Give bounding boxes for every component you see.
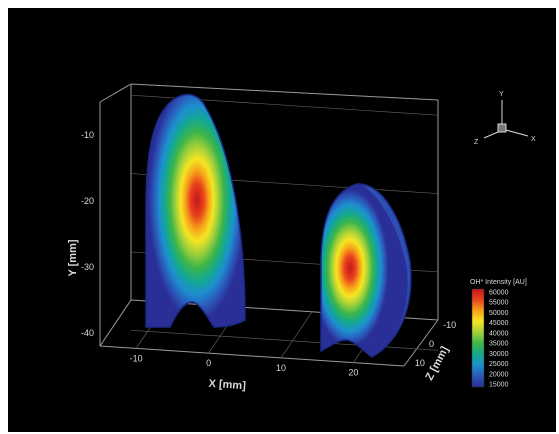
- z-axis-label: Z [mm]: [423, 344, 451, 382]
- z-ticks: -10 0 10: [415, 320, 456, 368]
- y-tick-label: -20: [81, 196, 94, 206]
- colorbar-level-label: 25000: [489, 361, 509, 368]
- flame-left: [145, 93, 246, 328]
- x-tick-label: 10: [276, 363, 286, 373]
- colorbar-level-label: 55000: [489, 300, 509, 307]
- colorbar-ramp: [471, 288, 485, 388]
- x-tick-label: -10: [130, 353, 143, 363]
- flame-left-outline: [145, 93, 246, 328]
- triad-origin: [497, 123, 507, 133]
- x-tick-label: 20: [348, 368, 358, 378]
- colorbar-level-label: 20000: [489, 371, 509, 378]
- triad-z-axis: [483, 131, 499, 139]
- colorbar: OH* Intensity [AU] 60000 55000 50000 45000 4…: [470, 279, 527, 389]
- x-ticks: -10 0 10 20: [130, 353, 359, 377]
- z-tick-label: 10: [415, 358, 425, 368]
- flame-right-outline: [320, 183, 412, 358]
- x-tick-label: 0: [206, 358, 211, 368]
- box-edge: [99, 299, 132, 347]
- x-gridline: [280, 311, 313, 359]
- colorbar-level-label: 50000: [489, 310, 509, 317]
- triad-x-axis: [505, 129, 529, 137]
- triad-y-label: Y: [499, 91, 504, 98]
- y-tick-label: -10: [81, 130, 94, 140]
- colorbar-level-label: 15000: [489, 382, 509, 389]
- colorbar-title: OH* Intensity [AU]: [470, 279, 527, 286]
- triad-x-label: X: [531, 136, 536, 143]
- x-axis-label: X [mm]: [208, 378, 246, 393]
- box-edge: [403, 319, 439, 367]
- y-gridline: [130, 329, 439, 351]
- flame-right-intensity: [321, 183, 411, 357]
- colorbar-level-label: 40000: [489, 330, 509, 337]
- colorbar-level-label: 30000: [489, 351, 509, 358]
- flame-left-intensity: [146, 94, 245, 327]
- flame-right: [320, 183, 412, 358]
- colorbar-level-label: 35000: [489, 341, 509, 348]
- box-edge: [99, 345, 405, 367]
- y-ticks: -10 -20 -30 -40: [81, 130, 94, 338]
- y-tick-label: -30: [81, 262, 94, 272]
- z-tick-label: 0: [429, 339, 434, 349]
- orientation-triad: [483, 100, 529, 139]
- colorbar-level-label: 60000: [489, 290, 509, 297]
- z-tick-label: -10: [443, 320, 456, 330]
- y-axis-label: Y [mm]: [67, 239, 79, 276]
- y-tick-label: -40: [81, 328, 94, 338]
- triad-z-label: Z: [474, 139, 479, 146]
- plot-background: [8, 8, 556, 432]
- box-edge: [130, 83, 439, 101]
- colorbar-level-label: 45000: [489, 320, 509, 327]
- colorbar-labels: 60000 55000 50000 45000 40000 35000 30000 25000…: [489, 290, 509, 389]
- box-edge: [99, 83, 132, 103]
